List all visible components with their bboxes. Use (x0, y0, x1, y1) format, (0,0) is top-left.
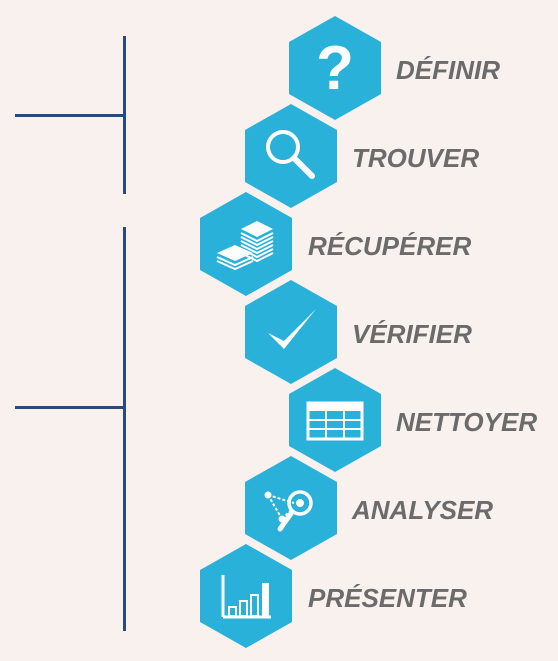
step-verifier-label: VÉRIFIER (352, 319, 472, 349)
question-mark-icon: ? (316, 34, 354, 103)
step-trouver-hexagon (245, 104, 337, 208)
step-presenter-hexagon (200, 544, 292, 648)
step-verifier-hexagon (245, 280, 337, 384)
step-recuperer-hexagon (200, 192, 292, 296)
spreadsheet-grid-icon (306, 401, 364, 441)
checkmark-icon (268, 309, 316, 349)
network-analysis-icon (264, 490, 313, 532)
svg-text:?: ? (316, 34, 354, 103)
step-presenter-label: PRÉSENTER (308, 583, 467, 613)
bracket-group-2-connector (15, 406, 126, 409)
step-analyser-label: ANALYSER (352, 495, 494, 525)
magnifier-icon (266, 130, 315, 179)
bracket-group-1-connector (15, 114, 126, 117)
step-analyser-hexagon (245, 456, 337, 560)
step-nettoyer-hexagon (289, 368, 381, 472)
step-definir-hexagon: ? (289, 16, 381, 120)
step-trouver-label: TROUVER (352, 143, 480, 173)
step-nettoyer-label: NETTOYER (396, 407, 538, 437)
bar-chart-icon (221, 575, 271, 619)
bracket-group-2-vertical (123, 227, 126, 631)
step-recuperer-label: RÉCUPÉRER (308, 231, 472, 261)
step-definir-label: DÉFINIR (396, 55, 500, 85)
stacked-documents-icon (216, 221, 274, 271)
